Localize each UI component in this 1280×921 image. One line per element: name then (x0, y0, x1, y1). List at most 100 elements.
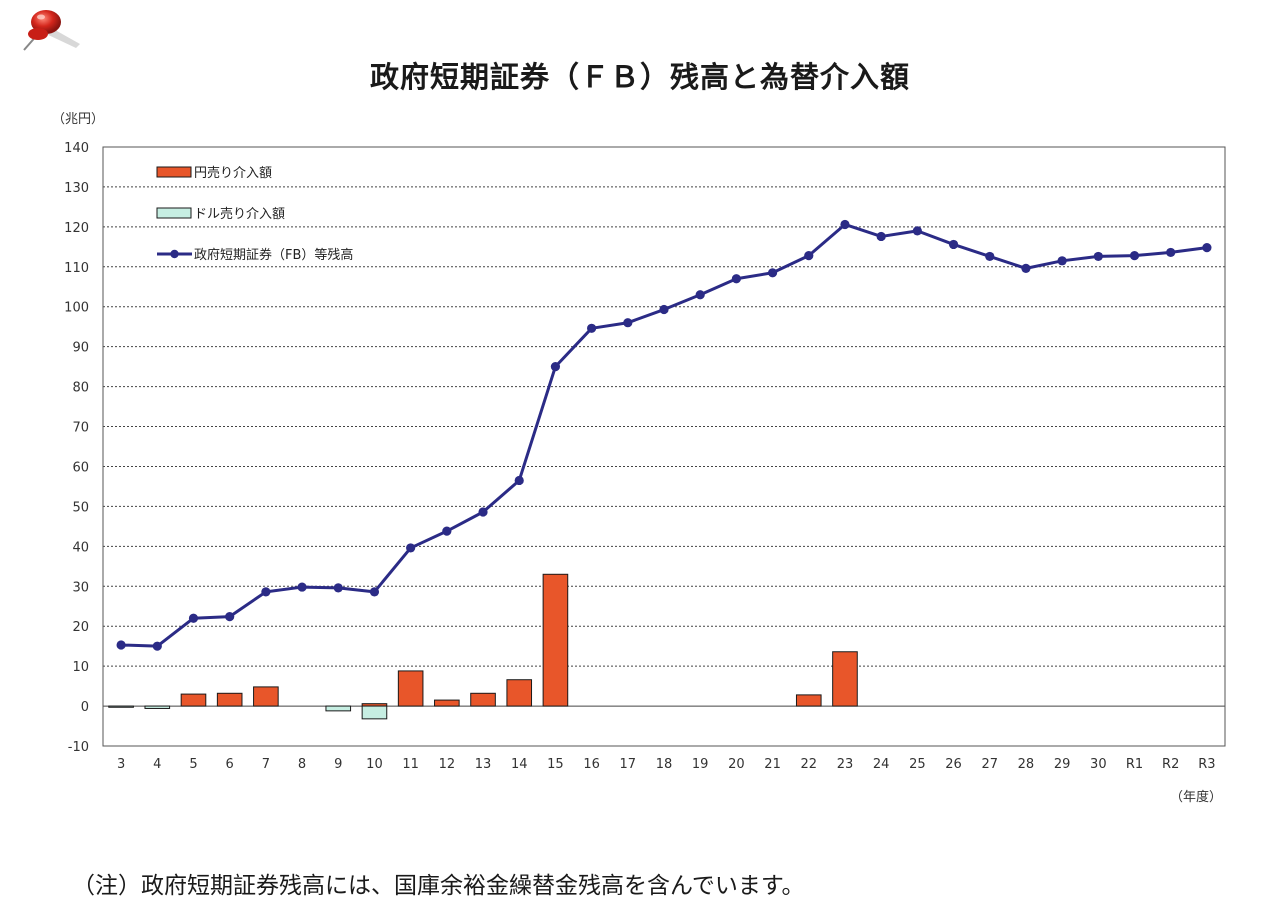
fb-balance-polyline (121, 222, 1208, 648)
fb-balance-point (876, 231, 886, 242)
y-tick-label: 90 (72, 341, 89, 356)
fb-balance-point (152, 641, 162, 651)
x-tick-label: 19 (692, 757, 709, 772)
yen-sell-bar (795, 694, 822, 707)
legend-label: ドル売り介入額 (194, 206, 285, 222)
y-tick-label: 40 (72, 540, 89, 555)
y-tick-label: 130 (64, 181, 89, 196)
fb-balance-point (333, 583, 343, 593)
fb-balance-point (948, 239, 959, 250)
x-tick-label: 14 (511, 757, 528, 772)
y-tick-label: 30 (72, 580, 89, 595)
gridlines (103, 186, 1225, 707)
yen-sell-bar (832, 651, 858, 707)
yen-sell-bar (434, 699, 460, 707)
fb-balance-point (731, 274, 741, 284)
x-tick-label: 28 (1018, 757, 1035, 772)
x-tick-label: 3 (117, 757, 125, 772)
y-tick-label: 70 (72, 421, 89, 436)
push-pin-icon (23, 10, 80, 51)
x-tick-label: 29 (1054, 757, 1071, 772)
bars (108, 573, 858, 720)
x-tick-label: 20 (728, 757, 745, 772)
yen-sell-bar (216, 692, 243, 707)
y-tick-label: 110 (64, 261, 89, 276)
dollar-sell-bar (325, 705, 352, 712)
fb-balance-point (225, 612, 235, 622)
legend-label: 円売り介入額 (194, 165, 272, 181)
x-tick-label: 25 (909, 757, 926, 772)
fb-balance-point (1057, 256, 1067, 266)
fb-balance-point (261, 587, 271, 597)
x-tick-label: 7 (262, 757, 270, 772)
x-tick-label: 10 (366, 757, 383, 772)
yen-sell-bar (506, 679, 533, 707)
x-tick-label: 13 (475, 757, 492, 772)
dollar-sell-bar (144, 705, 171, 709)
x-tick-label: 8 (298, 757, 306, 772)
fb-balance-point (767, 268, 778, 278)
x-tick-label: 4 (153, 757, 161, 772)
x-tick-label: 9 (334, 757, 342, 772)
x-tick-label: 24 (873, 757, 890, 772)
fb-balance-point (369, 587, 380, 597)
yen-sell-bar (397, 670, 424, 707)
x-tick-label: 18 (656, 757, 673, 772)
fb-balance-point (840, 219, 850, 230)
fb-balance-point (695, 290, 705, 300)
fb-balance-point (442, 526, 452, 536)
chart-svg: -10 0 10 20 30 40 50 60 70 80 90 100 110 120 130 140 3 4… (52, 112, 1226, 805)
y-tick-label: 80 (72, 381, 89, 396)
y-tick-label: 10 (72, 660, 89, 675)
x-tick-label: 21 (764, 757, 781, 772)
x-tick-label: 26 (945, 757, 962, 772)
legend-swatch (156, 166, 192, 178)
y-axis-unit: （兆円） (52, 112, 104, 127)
fb-balance-point (1166, 247, 1176, 258)
x-axis-ticks: 3 4 5 6 7 8 9 10 11 12 13 14 15 16 17 18 19 20 21 22 23 24 25 2… (117, 757, 1216, 772)
fb-balance-point (659, 304, 669, 315)
x-tick-label: 11 (402, 757, 419, 772)
fb-balance-point (188, 613, 199, 623)
y-tick-label: 140 (64, 141, 89, 156)
y-tick-label: 100 (64, 301, 89, 316)
fb-balance-point (623, 318, 633, 328)
y-tick-label: 60 (72, 460, 89, 475)
x-tick-label: 16 (583, 757, 600, 772)
x-tick-label: 12 (439, 757, 456, 772)
x-tick-label: R2 (1162, 757, 1179, 772)
fb-balance-point (804, 251, 814, 261)
yen-sell-bar (470, 692, 496, 707)
x-tick-label: 22 (801, 757, 818, 772)
x-tick-label: R1 (1126, 757, 1143, 772)
fb-balance-point (550, 362, 561, 372)
x-tick-label: 15 (547, 757, 564, 772)
fb-balance-point (1129, 251, 1140, 261)
fb-balance-point (985, 251, 995, 262)
x-tick-label: R3 (1198, 757, 1215, 772)
yen-sell-bar (180, 693, 207, 707)
x-tick-label: 27 (981, 757, 998, 772)
y-tick-label: 20 (72, 620, 89, 635)
fb-balance-point (1202, 243, 1212, 253)
y-tick-label: 120 (64, 221, 89, 236)
chart-title: 政府短期証券（ＦＢ）残高と為替介入額 (369, 60, 910, 94)
dollar-sell-bar (361, 705, 388, 720)
fb-balance-point (912, 226, 922, 236)
legend-line-marker (170, 249, 179, 259)
fb-balance-point (406, 543, 416, 553)
plot-frame (102, 146, 1226, 747)
fb-balance-point (478, 507, 488, 517)
dollar-sell-bar (108, 705, 134, 708)
yen-sell-bar (253, 686, 279, 707)
x-axis-unit: （年度） (1170, 789, 1222, 805)
fb-balance-line (116, 219, 1212, 651)
fb-balance-point (514, 475, 524, 486)
footnote: （注）政府短期証券残高には、国庫余裕金繰替金残高を含んでいます。 (72, 873, 805, 899)
y-tick-label: 0 (81, 700, 89, 715)
y-tick-label: -10 (68, 740, 89, 755)
yen-sell-bar (542, 573, 569, 707)
fb-balance-point (1093, 251, 1103, 262)
x-tick-label: 23 (837, 757, 854, 772)
